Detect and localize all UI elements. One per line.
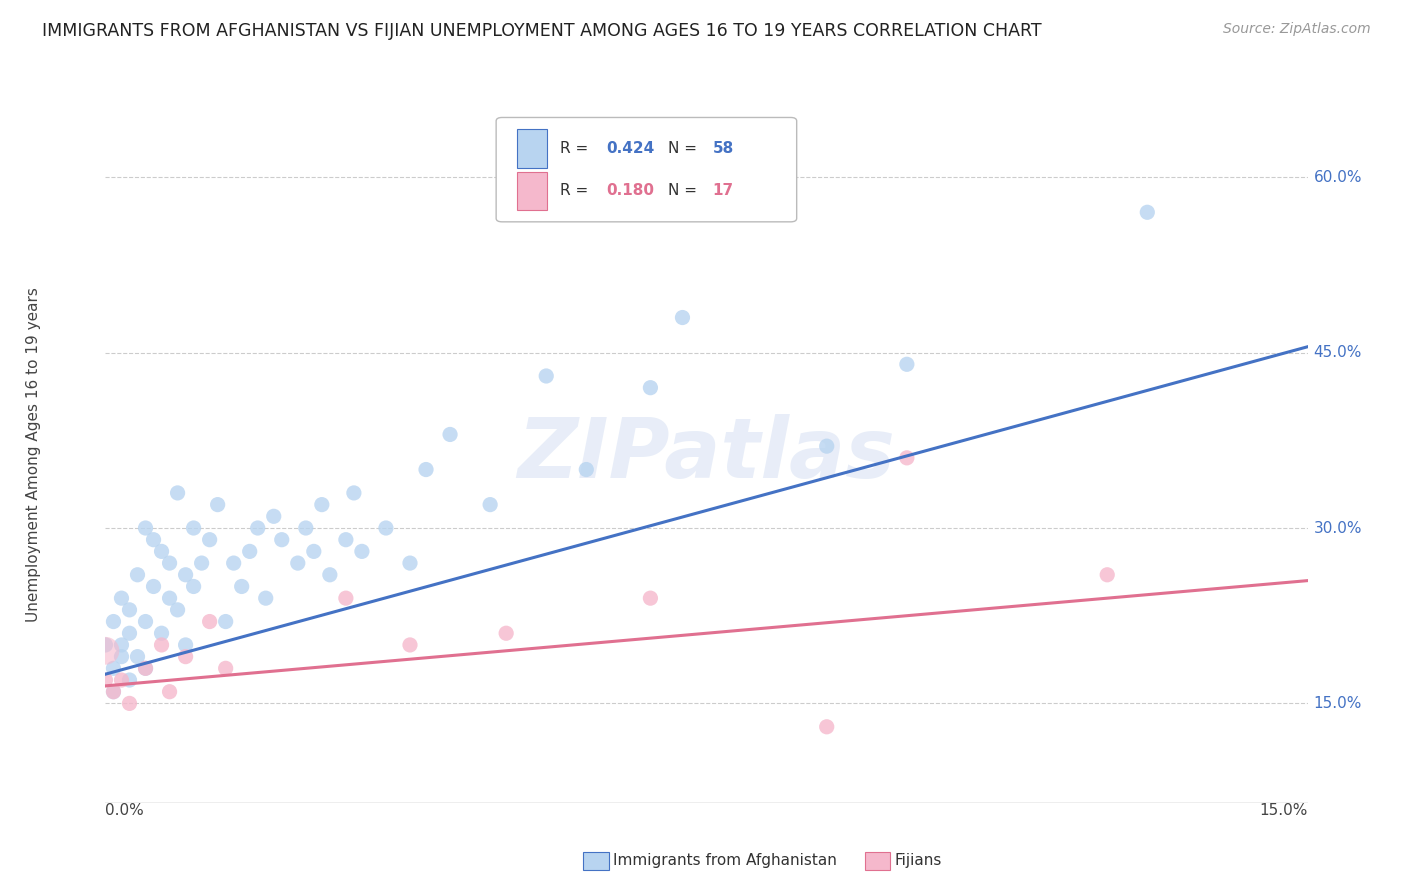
Text: Source: ZipAtlas.com: Source: ZipAtlas.com xyxy=(1223,22,1371,37)
Point xyxy=(399,638,422,652)
Point xyxy=(479,498,502,512)
Point xyxy=(127,649,149,664)
Point xyxy=(222,556,245,570)
Point xyxy=(127,567,149,582)
Point xyxy=(534,369,557,384)
Point xyxy=(198,615,221,629)
Point xyxy=(896,450,918,465)
Point xyxy=(246,521,269,535)
Point xyxy=(319,567,342,582)
Point xyxy=(335,533,357,547)
Point xyxy=(302,544,325,558)
Point xyxy=(575,462,598,476)
Point xyxy=(183,521,205,535)
Point xyxy=(374,521,398,535)
Point xyxy=(439,427,461,442)
Point xyxy=(135,661,157,675)
Point xyxy=(815,439,838,453)
Point xyxy=(254,591,277,606)
Text: 45.0%: 45.0% xyxy=(1313,345,1362,360)
Point xyxy=(103,661,125,675)
Point xyxy=(263,509,285,524)
Point xyxy=(1136,205,1159,219)
FancyBboxPatch shape xyxy=(516,129,547,168)
Point xyxy=(198,533,221,547)
Point xyxy=(94,644,117,658)
Point xyxy=(159,591,181,606)
Point xyxy=(110,649,132,664)
Point xyxy=(270,533,292,547)
Point xyxy=(174,567,197,582)
Text: IMMIGRANTS FROM AFGHANISTAN VS FIJIAN UNEMPLOYMENT AMONG AGES 16 TO 19 YEARS COR: IMMIGRANTS FROM AFGHANISTAN VS FIJIAN UN… xyxy=(42,22,1042,40)
Point xyxy=(142,533,165,547)
Text: 15.0%: 15.0% xyxy=(1260,803,1308,818)
Point xyxy=(640,381,662,395)
Point xyxy=(295,521,318,535)
Point xyxy=(118,673,141,687)
Point xyxy=(495,626,517,640)
Text: N =: N = xyxy=(668,183,702,198)
Point xyxy=(94,673,117,687)
Point xyxy=(103,684,125,698)
Point xyxy=(159,556,181,570)
Point xyxy=(174,649,197,664)
Point xyxy=(207,498,229,512)
Point xyxy=(118,626,141,640)
Point xyxy=(110,591,132,606)
Text: 58: 58 xyxy=(713,141,734,156)
Point xyxy=(183,579,205,593)
Point xyxy=(118,697,141,711)
Point xyxy=(214,615,236,629)
Point xyxy=(110,638,132,652)
Text: 17: 17 xyxy=(713,183,734,198)
Text: R =: R = xyxy=(560,183,593,198)
Point xyxy=(150,544,173,558)
Point xyxy=(159,684,181,698)
Point xyxy=(103,684,125,698)
Text: Unemployment Among Ages 16 to 19 years: Unemployment Among Ages 16 to 19 years xyxy=(25,287,41,623)
Text: 0.0%: 0.0% xyxy=(105,803,145,818)
Point xyxy=(166,603,188,617)
Point xyxy=(190,556,212,570)
FancyBboxPatch shape xyxy=(496,118,797,222)
Point xyxy=(150,638,173,652)
Point xyxy=(110,673,132,687)
Text: 0.424: 0.424 xyxy=(607,141,655,156)
Point xyxy=(287,556,309,570)
FancyBboxPatch shape xyxy=(516,172,547,210)
Point xyxy=(231,579,253,593)
Text: 0.180: 0.180 xyxy=(607,183,655,198)
Point xyxy=(399,556,422,570)
Point xyxy=(343,486,366,500)
Text: ZIPatlas: ZIPatlas xyxy=(517,415,896,495)
Point xyxy=(415,462,437,476)
Point xyxy=(166,486,188,500)
Point xyxy=(640,591,662,606)
Text: Fijians: Fijians xyxy=(894,854,942,868)
Point xyxy=(214,661,236,675)
Text: 30.0%: 30.0% xyxy=(1313,521,1362,535)
Point xyxy=(135,661,157,675)
Point xyxy=(135,521,157,535)
Point xyxy=(1097,567,1119,582)
Point xyxy=(239,544,262,558)
Text: 15.0%: 15.0% xyxy=(1313,696,1362,711)
Point xyxy=(142,579,165,593)
Point xyxy=(815,720,838,734)
Text: Immigrants from Afghanistan: Immigrants from Afghanistan xyxy=(613,854,837,868)
Point xyxy=(150,626,173,640)
Point xyxy=(103,615,125,629)
Point xyxy=(94,638,117,652)
Point xyxy=(118,603,141,617)
Point xyxy=(311,498,333,512)
Text: N =: N = xyxy=(668,141,702,156)
Text: R =: R = xyxy=(560,141,593,156)
Point xyxy=(135,615,157,629)
Text: 60.0%: 60.0% xyxy=(1313,169,1362,185)
Point xyxy=(350,544,373,558)
Point xyxy=(335,591,357,606)
Point xyxy=(174,638,197,652)
Point xyxy=(896,357,918,371)
Point xyxy=(671,310,693,325)
